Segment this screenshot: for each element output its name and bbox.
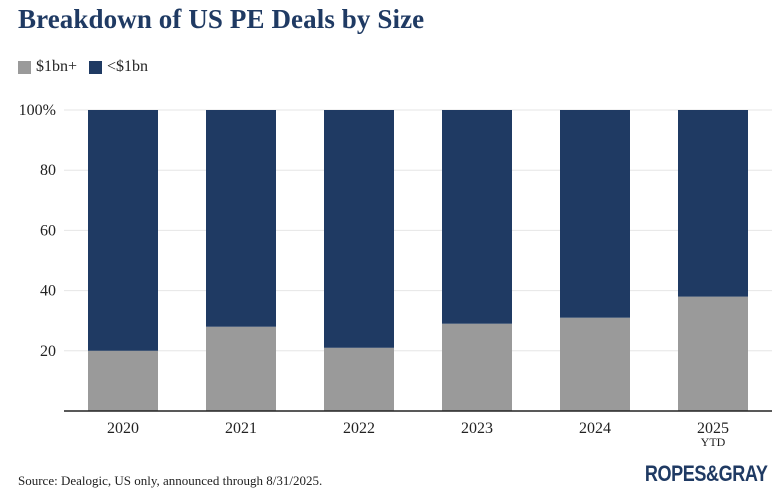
chart-title: Breakdown of US PE Deals by Size bbox=[18, 4, 425, 34]
bar-segment-under-1bn bbox=[678, 110, 748, 297]
bar-segment-1bn-plus bbox=[560, 317, 630, 411]
bar-segment-1bn-plus bbox=[678, 296, 748, 411]
bar-segment-under-1bn bbox=[560, 110, 630, 318]
y-tick-label: 100% bbox=[19, 102, 56, 119]
bar-segment-1bn-plus bbox=[442, 323, 512, 411]
legend-label-large: $1bn+ bbox=[36, 58, 78, 75]
legend-item-small: <$1bn bbox=[89, 58, 148, 76]
legend-swatch-small bbox=[89, 60, 103, 74]
bar-segment-under-1bn bbox=[206, 110, 276, 327]
x-tick-label: 2024 bbox=[579, 420, 611, 437]
bar-segment-1bn-plus bbox=[206, 326, 276, 411]
y-tick-label: 80 bbox=[40, 162, 56, 179]
x-tick-label: 2023 bbox=[461, 420, 493, 437]
bar-segment-under-1bn bbox=[324, 110, 394, 348]
x-tick-sublabel: YTD bbox=[701, 435, 726, 449]
ropes-gray-logo: ROPES&GRAY bbox=[644, 461, 767, 486]
legend-item-large: $1bn+ bbox=[18, 58, 77, 76]
legend-label-small: <$1bn bbox=[107, 58, 149, 75]
bar-segment-under-1bn bbox=[442, 110, 512, 324]
x-tick-label: 2021 bbox=[225, 420, 257, 437]
bar-segment-1bn-plus bbox=[88, 350, 158, 411]
bar-segment-1bn-plus bbox=[324, 347, 394, 411]
y-tick-label: 40 bbox=[40, 283, 56, 300]
x-tick-label: 2020 bbox=[107, 420, 139, 437]
y-tick-label: 20 bbox=[40, 343, 56, 360]
x-tick-label: 2025 bbox=[697, 420, 729, 437]
y-tick-label: 60 bbox=[40, 222, 56, 239]
bar-segment-under-1bn bbox=[88, 110, 158, 351]
legend-swatch-large bbox=[18, 60, 31, 74]
legend: $1bn+ <$1bn bbox=[18, 58, 160, 76]
x-tick-label: 2022 bbox=[343, 420, 375, 437]
source-note: Source: Dealogic, US only, announced thr… bbox=[18, 473, 323, 488]
